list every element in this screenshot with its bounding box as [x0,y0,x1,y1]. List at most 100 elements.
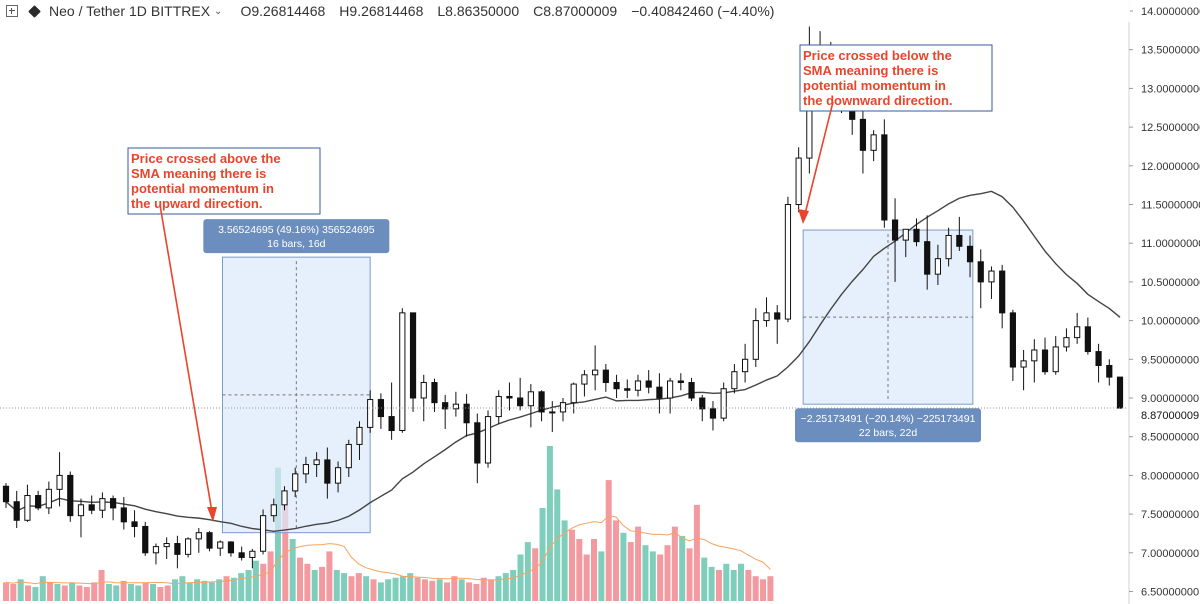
volume-bar [186,582,193,601]
candle-body [409,312,417,399]
candle [999,264,1006,329]
candle-body [484,416,492,464]
expand-plus-icon[interactable] [6,5,18,17]
volume-bar [591,539,597,601]
volume-bar [738,563,744,601]
candle-body [559,402,567,413]
candle [259,509,267,555]
volume-bar [179,576,186,601]
note-arrow-down [803,101,834,219]
chevron-down-icon[interactable]: ⌄ [214,5,223,17]
volume-bar [480,577,487,601]
candle-body [442,402,449,410]
volume-bar [348,576,355,601]
note-arrow-up [159,204,214,519]
candle [56,452,63,507]
candle-body [570,383,577,404]
candle-body [1041,349,1049,373]
candle-body [1116,376,1124,409]
ohlc-readout: O9.26814468 H9.26814468 L8.86350000 C8.8… [240,3,774,19]
volume-bar [458,579,465,601]
y-tick-label: 7.00000000 [1141,548,1199,560]
y-tick-label: 11.00000000 [1141,238,1200,250]
candle-body [752,320,759,360]
candle [345,439,352,477]
y-tick-label: 9.00000000 [1141,393,1199,405]
volume-bar [657,554,664,601]
interval-label[interactable]: 1D [129,3,147,19]
candle-body [688,382,695,399]
volume-bar [304,563,311,601]
candle [174,535,181,569]
candle [902,228,909,258]
candle-body [699,397,706,410]
candle [420,374,427,422]
candle [602,363,609,392]
volume-bar [421,579,428,601]
candle-body [99,498,106,511]
candle [859,103,867,174]
candle-body [667,380,674,399]
candle [99,492,106,518]
y-tick-label: 13.00000000 [1141,83,1200,95]
candle-body [356,426,363,445]
volume-bar [414,577,421,601]
candle-body [1095,351,1102,366]
volume-bar [532,548,539,601]
candle-body [720,388,727,419]
candle [988,266,995,299]
candle [720,382,727,422]
candle-body [581,374,588,385]
candle [667,377,674,414]
candle [1095,343,1102,383]
volume-bar [150,583,156,601]
volume-bar [715,570,722,601]
candle-body [174,543,181,555]
candle-body [645,380,652,388]
volume-bar [723,563,730,601]
volume-bar [39,576,46,601]
candle [377,393,385,429]
candle [581,370,588,397]
volume-bar [326,551,333,601]
candle [77,498,85,538]
exchange-label[interactable]: BITTREX [150,3,211,19]
candle-body [388,416,395,432]
candle [517,377,524,411]
note-line: potential momentum in [803,78,946,93]
candle-body [977,261,984,283]
arrowhead-up [207,507,217,522]
candle-body [238,552,245,558]
open-value: O9.26814468 [240,3,326,19]
candle [1009,309,1016,381]
candle-body [677,380,684,384]
volume-bar [194,579,201,601]
volume-bar [208,582,215,601]
volume-bar [135,585,142,601]
volume-bar [142,582,149,601]
candle [35,490,42,511]
candle-body [1074,326,1081,339]
candle-body [463,403,470,424]
y-tick-label: 14.00000000 [1141,6,1200,18]
candle [1084,317,1091,355]
candle-body [1084,326,1091,353]
candle [324,447,331,499]
candle-body [184,538,192,555]
volume-bar [554,489,561,601]
candle [313,452,320,477]
candle [388,382,395,440]
volume-bar [289,539,296,601]
candle [206,531,213,552]
symbol-label[interactable]: Neo / Tether [49,3,126,19]
low-value: L8.86350000 [437,3,520,19]
candle-body [420,382,427,399]
measure-label-line2: 16 bars, 16d [267,238,326,250]
candle [184,537,192,558]
candle-body [259,515,267,552]
volume-bar [613,520,620,601]
volume-bar [745,570,752,601]
y-tick-label: 8.00000000 [1141,470,1199,482]
volume-bar [69,582,76,601]
